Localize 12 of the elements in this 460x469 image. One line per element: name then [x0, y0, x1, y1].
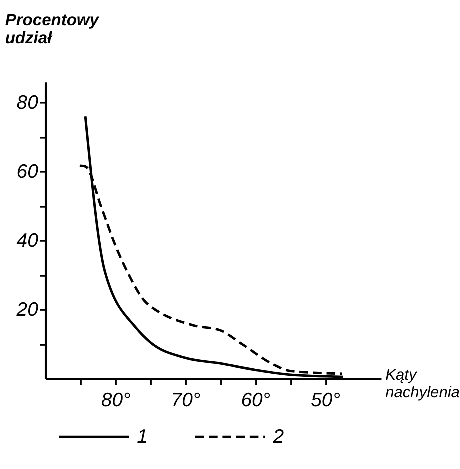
- y-tick-label: 80: [16, 92, 39, 114]
- legend-label: 2: [272, 426, 284, 448]
- y-tick-label: 40: [16, 230, 39, 252]
- x-tick-label: 80°: [101, 389, 132, 412]
- x-axis-title: Kąty nachylenia: [386, 367, 460, 402]
- x-tick-label: 70°: [171, 389, 201, 412]
- y-tick-label: 20: [16, 299, 39, 322]
- y-tick-label: 60: [16, 161, 39, 184]
- legend-label: 1: [137, 426, 148, 448]
- x-tick-label: 50°: [311, 389, 341, 412]
- y-axis-title: Procentowy udział: [5, 10, 100, 48]
- x-tick-label: 60°: [241, 389, 271, 412]
